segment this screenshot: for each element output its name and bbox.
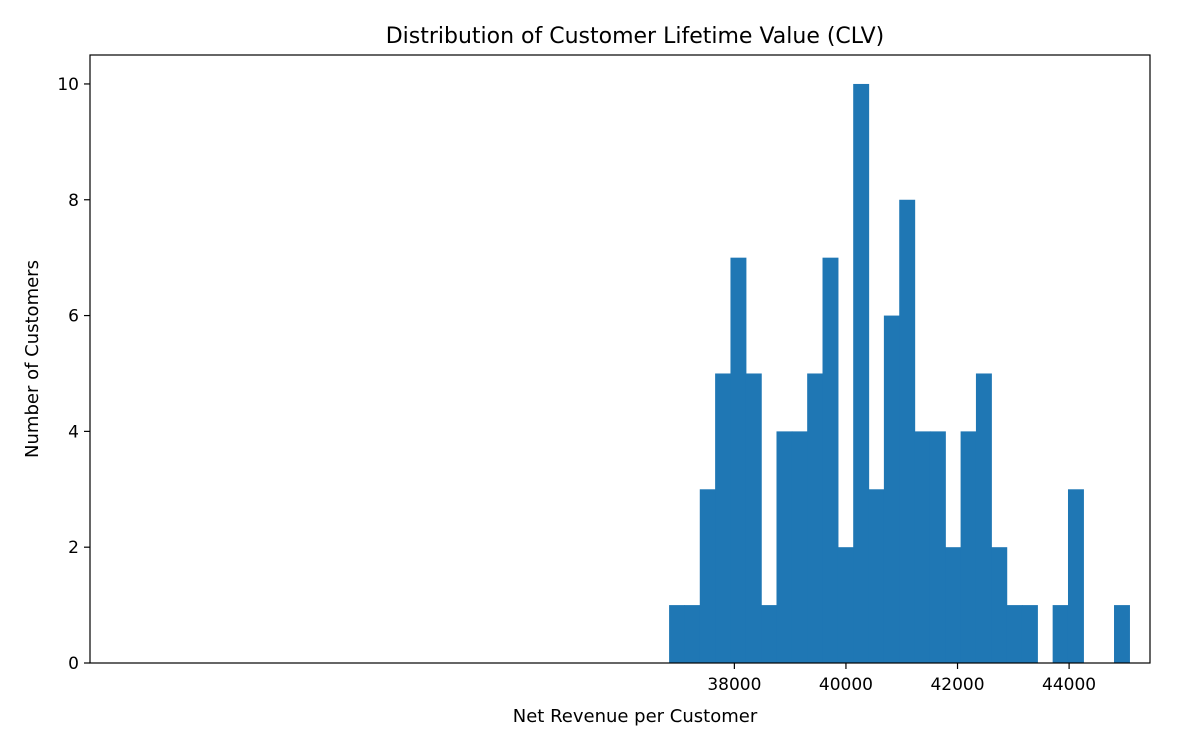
histogram-bar [745,373,762,663]
histogram-bar [1067,489,1084,663]
histogram-bar [1052,605,1069,663]
y-axis-label: Number of Customers [22,260,43,458]
histogram-bar [853,83,870,663]
histogram-bar [684,605,701,663]
histogram-bar [975,373,992,663]
x-tick-label: 38000 [707,675,761,695]
histogram-bar [837,547,854,663]
histogram-bar [730,257,747,663]
y-tick-label: 2 [68,538,79,558]
histogram-bar [945,547,962,663]
histogram-bar [699,489,716,663]
histogram-bar [807,373,824,663]
histogram-bar [899,199,916,663]
x-tick-label: 40000 [819,675,873,695]
histogram-bar [914,431,931,663]
y-tick-label: 6 [68,307,79,327]
histogram-bar [883,315,900,663]
histogram-bar [822,257,839,663]
histogram-bar [929,431,946,663]
histogram-bar [761,605,778,663]
histogram-bar [715,373,732,663]
bars-group [669,83,1130,663]
histogram-bar [776,431,793,663]
y-tick-label: 10 [57,75,79,95]
histogram-bar [1021,605,1038,663]
plot-frame [89,54,1151,664]
histogram-bar [1114,605,1130,663]
chart-title: Distribution of Customer Lifetime Value … [386,24,885,49]
y-tick-label: 0 [68,654,79,674]
histogram-bar [868,489,885,663]
histogram-bar [960,431,977,663]
histogram-bar [991,547,1008,663]
x-axis-label: Net Revenue per Customer [513,706,758,727]
x-tick-label: 42000 [930,675,984,695]
x-axis-ticks: 38000 40000 42000 44000 [707,663,1096,695]
x-tick-label: 44000 [1042,675,1096,695]
y-tick-label: 8 [68,191,79,211]
histogram-bar [791,431,808,663]
histogram-bar [669,605,686,663]
y-axis-ticks: 0 2 4 6 8 10 [57,75,90,674]
y-tick-label: 4 [68,422,79,442]
histogram-bar [1006,605,1023,663]
